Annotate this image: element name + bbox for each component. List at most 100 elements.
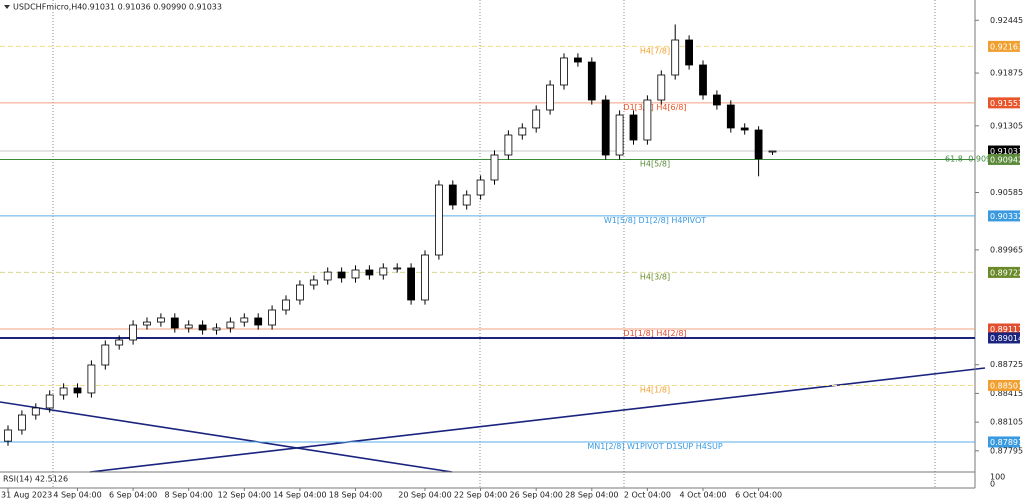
candle-body: [560, 57, 568, 86]
level-label: D1[1/8] H4[2/8]: [623, 329, 686, 338]
ohlc-header: 0.91031 0.91036 0.90990 0.91033: [82, 3, 222, 12]
candle-body: [448, 184, 457, 206]
price-box: [988, 323, 1020, 335]
candle-body: [476, 179, 485, 196]
y-tick-label: 0.88725: [990, 360, 1023, 369]
candle-body: [129, 324, 138, 341]
x-tick-label: 31 Aug 2023: [1, 491, 52, 500]
candle-body: [170, 317, 179, 329]
price-box: [988, 379, 1020, 391]
level-label: H4[7/8]: [640, 46, 670, 55]
x-tick-label: 20 Sep 04:00: [398, 491, 451, 500]
candle-body: [421, 254, 429, 301]
candle-body: [351, 269, 360, 279]
candle-body: [59, 387, 68, 396]
price-box: [988, 97, 1020, 109]
price-label: 0.91553: [990, 99, 1023, 108]
x-tick-label: 22 Sep 04:00: [454, 491, 507, 500]
candle-body: [323, 271, 332, 281]
x-tick-label: 4 Sep 04:00: [53, 491, 101, 500]
candle-body: [73, 387, 82, 394]
price-label: 0.92163: [990, 42, 1023, 51]
y-tick-label: 0.91305: [990, 121, 1023, 130]
candle-body: [532, 109, 541, 129]
indicator-scale: 100: [990, 473, 1005, 482]
candle-body: [740, 127, 749, 131]
candle-body: [504, 134, 513, 156]
x-tick-label: 18 Sep 04:00: [329, 491, 382, 500]
y-tick-label: 0.88415: [990, 389, 1023, 398]
candle-body: [212, 327, 221, 331]
candle-body: [156, 317, 165, 323]
x-tick-label: 6 Oct 04:00: [735, 491, 782, 500]
candle-body: [713, 94, 721, 106]
level-label: D1[3/8] H4[6/8]: [623, 103, 686, 112]
price-label: 0.88501: [990, 381, 1023, 390]
price-label: 0.90332: [990, 212, 1023, 221]
candle-body: [365, 269, 374, 276]
candle-body: [699, 64, 707, 96]
price-box: [988, 153, 1020, 165]
x-tick-label: 6 Sep 04:00: [109, 491, 157, 500]
x-tick-label: 14 Sep 04:00: [273, 491, 326, 500]
candle-body: [101, 344, 110, 366]
candle-body: [643, 99, 652, 141]
candle-body: [518, 127, 527, 136]
candle-body: [87, 364, 96, 394]
indicator-scale: 0: [990, 480, 995, 489]
y-tick-label: 0.91875: [990, 69, 1023, 78]
candle-body: [45, 394, 54, 409]
candle-body: [754, 129, 763, 160]
price-label: 0.91033: [990, 147, 1023, 156]
candle-body: [143, 321, 151, 326]
candle-body: [629, 114, 638, 141]
y-tick-label: 0.88105: [990, 418, 1023, 427]
symbol-title: USDCHFmicro,H4: [13, 3, 82, 12]
level-label: W1[5/8] D1[2/8] H4PIVOT: [604, 216, 706, 225]
price-box: [988, 332, 1020, 344]
trend-line: [0, 401, 453, 473]
candle-body: [309, 279, 318, 286]
candle-body: [587, 61, 596, 101]
indicator-label: RSI(14) 42.5126: [3, 475, 68, 484]
price-label: 0.87891: [990, 438, 1023, 447]
candle-body: [254, 317, 263, 326]
candle-body: [226, 321, 235, 329]
candle-body: [393, 267, 402, 270]
x-tick-label: 4 Oct 04:00: [679, 491, 726, 500]
candle-body: [282, 299, 290, 311]
candle-body: [17, 414, 26, 431]
price-box: [988, 40, 1020, 52]
price-label: 0.90942: [990, 155, 1023, 164]
level-label: H4[1/8]: [640, 385, 670, 394]
candle-body: [490, 154, 499, 181]
price-label: 0.89722: [990, 268, 1023, 277]
candle-body: [726, 104, 735, 129]
candle-body: [379, 267, 388, 276]
candle-body: [268, 309, 277, 326]
candle-body: [685, 39, 693, 66]
candle-body: [671, 39, 680, 76]
x-tick-label: 28 Sep 04:00: [565, 491, 618, 500]
y-tick-label: 0.87795: [990, 446, 1023, 455]
menu-arrow[interactable]: [4, 5, 10, 9]
price-box: [988, 266, 1020, 278]
candle-body: [115, 339, 124, 346]
candle-body: [601, 99, 610, 156]
price-label: 0.89111: [990, 325, 1023, 334]
candle-body: [546, 84, 554, 111]
y-tick-label: 0.92445: [990, 16, 1023, 25]
candle-body: [184, 324, 193, 329]
candle-body: [768, 150, 777, 153]
price-box: [988, 145, 1020, 157]
candle-body: [615, 114, 624, 156]
x-tick-label: 2 Oct 04:00: [624, 491, 671, 500]
candle-body: [434, 184, 443, 256]
candle-body: [31, 407, 40, 416]
x-tick-label: 26 Sep 04:00: [509, 491, 562, 500]
candle-body: [4, 429, 12, 442]
y-tick-label: 0.89965: [990, 245, 1023, 254]
x-tick-label: 8 Sep 04:00: [165, 491, 213, 500]
price-box: [988, 436, 1020, 448]
